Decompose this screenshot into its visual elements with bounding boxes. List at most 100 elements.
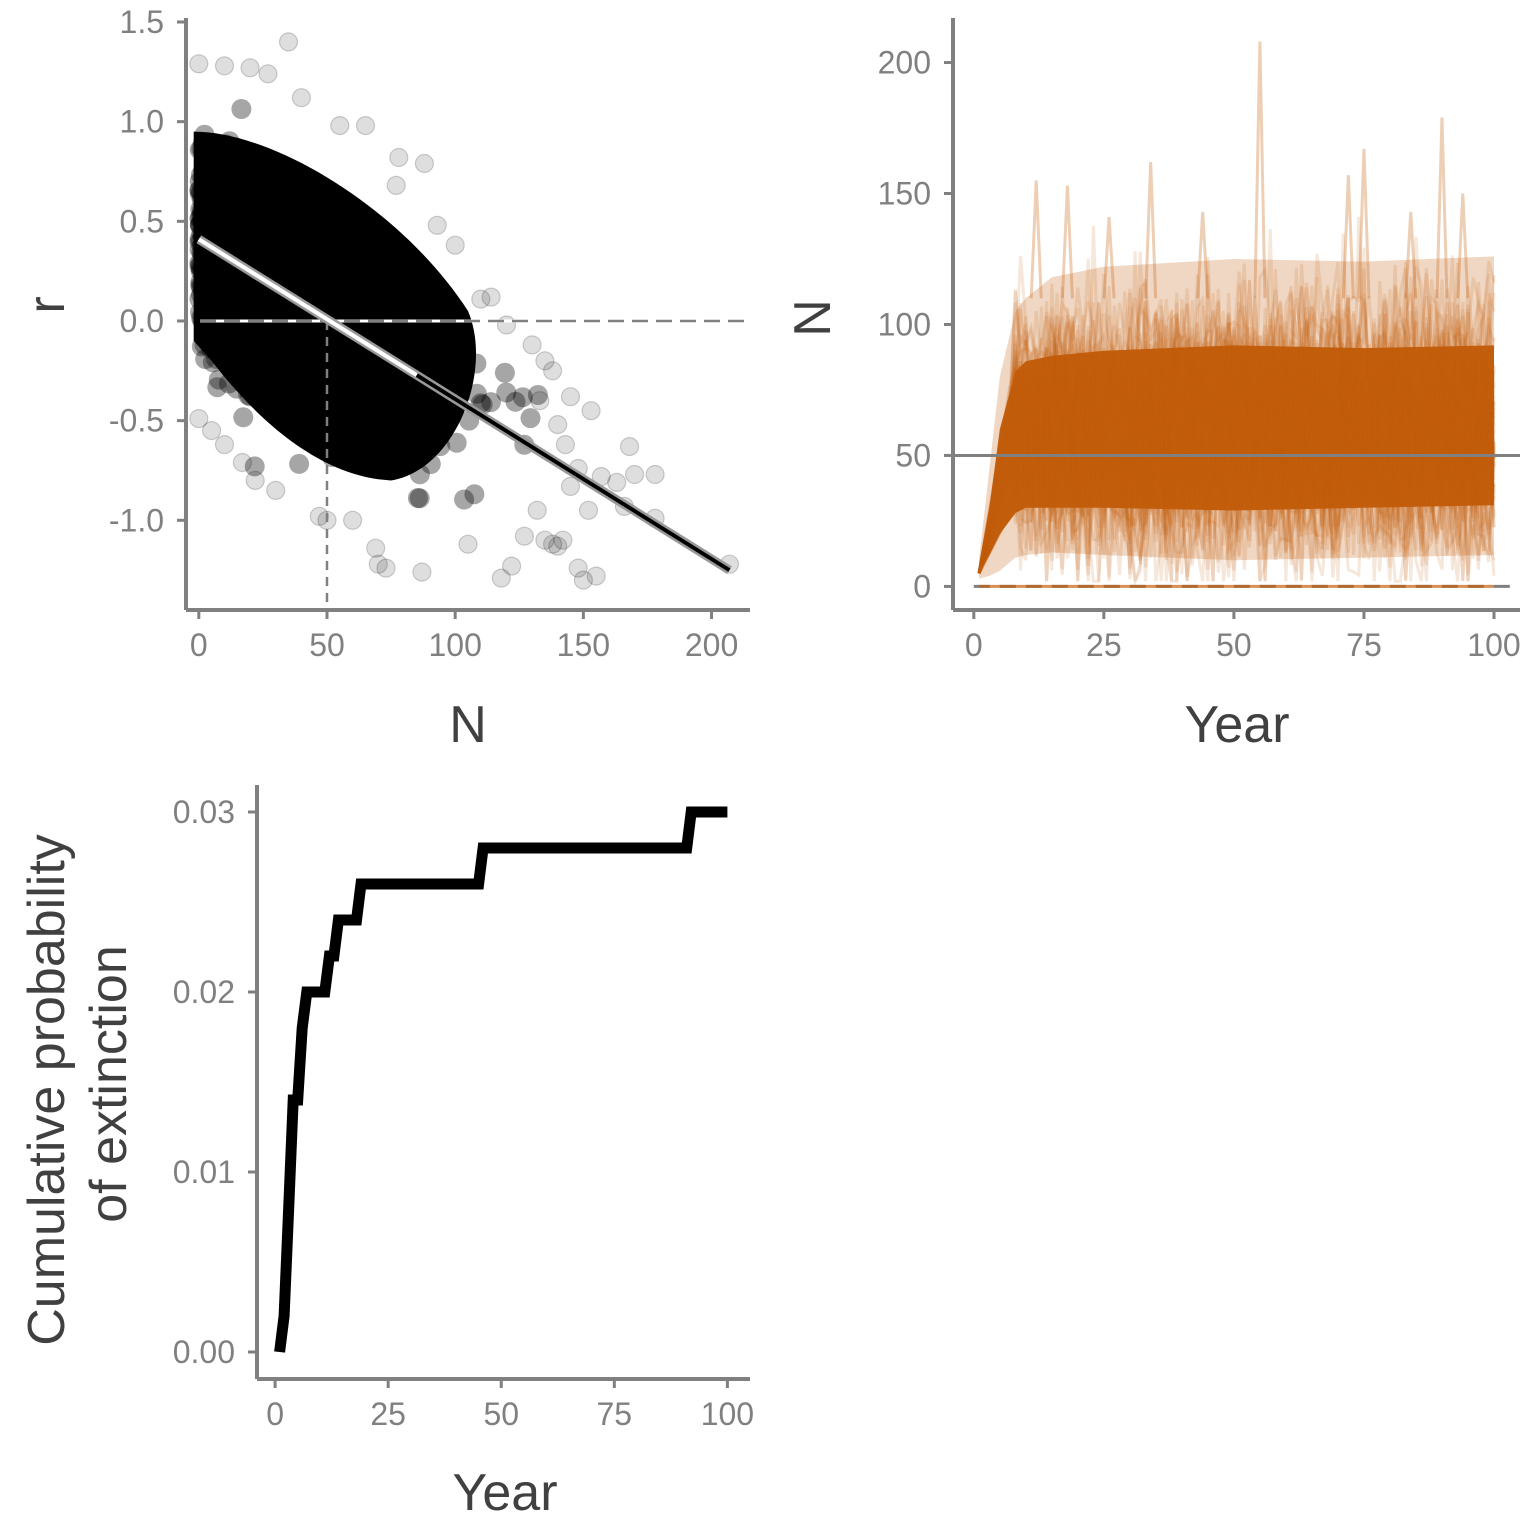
x-tick-label: 75 <box>1346 627 1382 663</box>
trajectory <box>977 373 1496 582</box>
panel-a-scatter: 0 50 100 150 200 -1.0 -0.5 0.0 0.5 1.0 1.5 N r <box>18 4 750 754</box>
trajectory <box>977 344 1496 582</box>
trajectory <box>977 233 1496 574</box>
scatter-point <box>355 115 376 136</box>
scatter-point <box>258 64 278 84</box>
trajectory <box>977 257 1496 574</box>
scatter-point <box>527 385 548 405</box>
scatter-point <box>581 401 601 421</box>
trajectory <box>977 216 1496 574</box>
scatter-point <box>619 437 640 457</box>
scatter-point <box>427 215 447 235</box>
scatter-point <box>535 530 555 550</box>
scatter-point <box>245 470 265 490</box>
trajectory <box>977 324 1496 574</box>
scatter-point <box>244 456 265 477</box>
trajectory-spike <box>1029 180 1043 299</box>
scatter-point <box>464 484 485 505</box>
trajectory-spikes <box>1029 41 1470 299</box>
x-tick-label: 200 <box>685 627 738 663</box>
y-tick-label: 0.0 <box>120 303 164 339</box>
trajectory <box>977 343 1496 582</box>
trajectory <box>977 285 1496 574</box>
trajectory <box>977 261 1496 574</box>
scatter-point <box>491 568 511 588</box>
scatter-point <box>407 488 428 508</box>
trajectory <box>977 337 1496 574</box>
scatter-point <box>309 506 329 526</box>
trajectory-spike <box>1196 211 1210 299</box>
scatter-point <box>548 536 568 556</box>
scatter-point <box>527 500 547 520</box>
trajectory <box>977 350 1496 574</box>
y-axis-title-line-2: of extinction <box>80 945 138 1223</box>
trajectory <box>977 318 1496 574</box>
trajectory-spike <box>1253 41 1267 299</box>
trajectory-spike <box>1144 162 1158 299</box>
scatter-point <box>389 147 409 168</box>
scatter-point-cloud <box>189 99 548 510</box>
scatter-point <box>278 32 299 52</box>
trajectory <box>977 283 1496 574</box>
trajectory <box>977 262 1496 574</box>
scatter-point <box>189 409 209 429</box>
trajectory <box>977 288 1495 574</box>
fit-line <box>415 373 731 572</box>
reference-lines <box>200 319 750 610</box>
trajectory-spike <box>1341 175 1355 299</box>
trajectory <box>977 255 1496 574</box>
scatter-point <box>512 387 533 408</box>
trajectory-spike <box>1102 216 1116 299</box>
trajectory-spike <box>1060 185 1074 299</box>
trajectory <box>977 336 1496 582</box>
panel-c-extinction: 0 25 50 75 100 0.00 0.01 0.02 0.03 Year Cumulati… <box>18 785 754 1522</box>
trajectory <box>977 318 1496 574</box>
trajectory <box>977 279 1496 574</box>
scatter-point <box>458 534 478 554</box>
y-axis-title: r <box>18 296 76 313</box>
trajectory <box>977 433 1496 583</box>
scatter-point <box>232 452 252 473</box>
scatter-point <box>189 54 209 74</box>
scatter-point <box>412 562 432 582</box>
trajectory-band <box>977 216 1496 587</box>
y-tick-label: 200 <box>878 45 931 81</box>
scatter-point <box>535 351 555 371</box>
trajectory <box>977 263 1496 574</box>
trajectory <box>977 335 1496 574</box>
x-tick-label: 50 <box>483 1396 519 1432</box>
trajectory <box>977 401 1496 582</box>
trajectory <box>977 341 1496 574</box>
x-axis-title: Year <box>1184 696 1289 754</box>
trajectory-spike <box>1456 193 1470 299</box>
x-tick-label: 0 <box>266 1396 284 1432</box>
scatter-point <box>214 435 235 455</box>
trajectory <box>977 279 1496 574</box>
x-tick-label: 75 <box>597 1396 633 1432</box>
trajectory <box>977 300 1496 583</box>
scatter-point <box>568 558 588 578</box>
trajectory <box>977 302 1496 574</box>
scatter-point <box>214 56 235 76</box>
trajectory <box>977 383 1496 582</box>
scatter-point <box>466 383 487 404</box>
scatter-point <box>240 58 260 78</box>
trajectory <box>977 364 1496 574</box>
trajectory <box>977 382 1496 583</box>
scatter-point <box>514 526 535 546</box>
x-tick-label: 100 <box>1467 627 1520 663</box>
scatter-point <box>445 235 465 255</box>
scatter-point <box>530 391 550 411</box>
scatter-point <box>502 556 522 576</box>
scatter-point <box>446 432 467 453</box>
scatter-point <box>454 489 475 510</box>
trajectory <box>977 226 1496 574</box>
scatter-point <box>542 534 563 554</box>
scatter-point <box>366 538 386 558</box>
trajectory <box>977 335 1496 574</box>
scatter-point <box>386 175 406 195</box>
scatter-point <box>481 287 501 307</box>
scatter-point <box>505 391 526 412</box>
y-tick-label: 0.5 <box>120 203 164 239</box>
